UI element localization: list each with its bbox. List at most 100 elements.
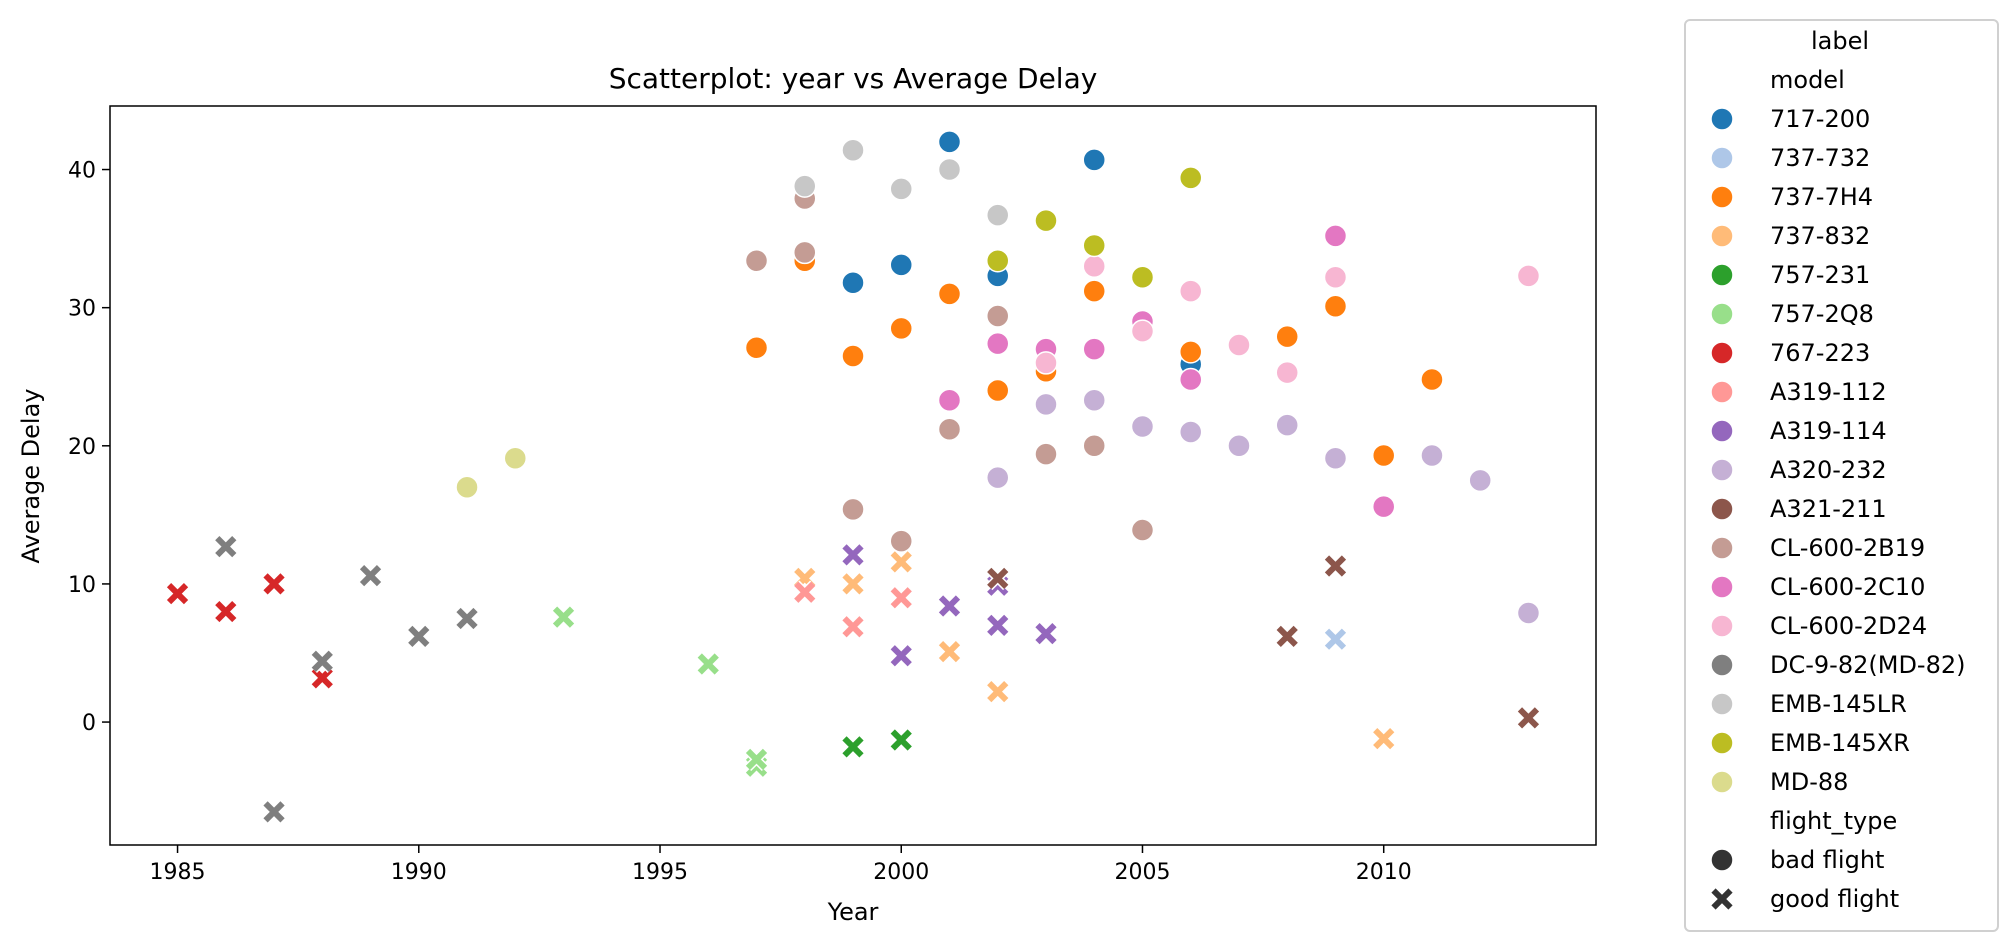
data-point-bad-flight bbox=[1130, 518, 1155, 542]
data-point-bad-flight bbox=[1082, 388, 1106, 412]
legend-style-marker bbox=[1710, 848, 1734, 872]
data-point-bad-flight bbox=[744, 248, 769, 273]
data-point-bad-flight bbox=[793, 240, 817, 265]
legend-label: 767-223 bbox=[1770, 339, 1870, 367]
y-axis-ticks: 0 10 20 30 40 bbox=[68, 159, 110, 736]
data-point-good-flight bbox=[214, 534, 238, 559]
x-tick-label: 2005 bbox=[1114, 860, 1170, 885]
legend-label: MD-88 bbox=[1770, 768, 1848, 796]
data-point-bad-flight bbox=[1130, 319, 1155, 343]
x-tick-label: 1995 bbox=[632, 860, 688, 885]
legend-label: 737-732 bbox=[1770, 144, 1870, 172]
data-point-bad-flight bbox=[1227, 333, 1251, 357]
legend-label: 737-832 bbox=[1770, 222, 1870, 250]
data-point-good-flight bbox=[1372, 726, 1396, 751]
data-point-bad-flight bbox=[1082, 434, 1106, 458]
legend-marker bbox=[1710, 731, 1734, 755]
data-point-bad-flight bbox=[1082, 254, 1106, 278]
data-point-bad-flight bbox=[1371, 494, 1396, 519]
data-point-good-flight bbox=[1275, 624, 1299, 649]
data-point-good-flight bbox=[889, 644, 913, 668]
legend-marker bbox=[1710, 419, 1734, 443]
data-point-good-flight bbox=[310, 649, 334, 673]
legend-label: EMB-145XR bbox=[1770, 729, 1910, 757]
data-point-bad-flight bbox=[1034, 351, 1058, 375]
legend-label: CL-600-2D24 bbox=[1770, 612, 1927, 640]
data-point-bad-flight bbox=[937, 388, 962, 412]
legend-label: A320-232 bbox=[1770, 456, 1887, 484]
legend-label: 737-7H4 bbox=[1770, 183, 1873, 211]
plot-frame bbox=[109, 105, 1597, 846]
data-point-good-flight bbox=[841, 615, 865, 639]
legend-marker bbox=[1710, 614, 1734, 638]
data-point-bad-flight bbox=[1323, 265, 1348, 290]
data-point-bad-flight bbox=[1420, 367, 1444, 392]
data-point-good-flight bbox=[841, 735, 865, 759]
y-axis-label: Average Delay bbox=[17, 388, 45, 563]
data-point-bad-flight bbox=[889, 253, 913, 277]
data-point-bad-flight bbox=[985, 248, 1010, 273]
data-point-bad-flight bbox=[744, 335, 769, 360]
legend-label: A321-211 bbox=[1770, 495, 1887, 523]
data-point-bad-flight bbox=[1130, 414, 1155, 439]
data-point-good-flight bbox=[1323, 627, 1348, 651]
chart-title: Scatterplot: year vs Average Delay bbox=[609, 62, 1098, 95]
data-point-bad-flight bbox=[1468, 468, 1492, 493]
legend-marker bbox=[1710, 146, 1734, 170]
data-point-bad-flight bbox=[1178, 420, 1203, 444]
legend-label: 757-2Q8 bbox=[1770, 300, 1874, 328]
data-point-bad-flight bbox=[503, 446, 528, 470]
y-tick-label: 30 bbox=[68, 297, 96, 322]
legend-marker bbox=[1710, 692, 1734, 716]
data-point-bad-flight bbox=[841, 138, 865, 162]
legend-marker bbox=[1710, 770, 1734, 794]
data-point-good-flight bbox=[1323, 554, 1348, 578]
data-point-bad-flight bbox=[841, 344, 865, 368]
legend-marker bbox=[1710, 458, 1734, 482]
legend-style-title: flight_type bbox=[1770, 807, 1897, 835]
legend-title: label bbox=[1811, 27, 1869, 55]
data-point-bad-flight bbox=[937, 417, 962, 441]
data-point-good-flight bbox=[696, 652, 720, 676]
legend-frame bbox=[1684, 19, 1999, 932]
data-point-bad-flight bbox=[937, 130, 962, 154]
data-point-good-flight bbox=[165, 581, 190, 606]
x-tick-label: 2000 bbox=[873, 860, 929, 885]
data-point-good-flight bbox=[841, 543, 865, 567]
data-point-good-flight bbox=[986, 566, 1010, 591]
data-point-bad-flight bbox=[841, 271, 865, 295]
data-point-bad-flight bbox=[889, 529, 913, 553]
y-tick-label: 20 bbox=[68, 435, 96, 460]
data-point-bad-flight bbox=[985, 331, 1010, 356]
data-point-bad-flight bbox=[1034, 392, 1058, 417]
data-point-good-flight bbox=[358, 563, 383, 588]
x-axis-label: Year bbox=[827, 898, 879, 926]
data-point-bad-flight bbox=[889, 177, 913, 201]
data-point-bad-flight bbox=[985, 465, 1010, 490]
data-point-bad-flight bbox=[793, 174, 817, 198]
data-point-bad-flight bbox=[1275, 360, 1299, 385]
data-point-bad-flight bbox=[985, 378, 1010, 403]
legend-marker bbox=[1710, 185, 1734, 209]
data-point-good-flight bbox=[262, 800, 286, 824]
data-point-bad-flight bbox=[1227, 434, 1251, 458]
legend-label: EMB-145LR bbox=[1770, 690, 1907, 718]
legend: label model 717-200 737-732 737-7H4 737-832 7… bbox=[1684, 19, 1999, 932]
data-point-good-flight bbox=[937, 594, 962, 618]
data-point-bad-flight bbox=[1275, 324, 1299, 349]
data-point-good-flight bbox=[937, 639, 962, 664]
x-tick-label: 2010 bbox=[1356, 860, 1412, 885]
data-point-good-flight bbox=[889, 728, 913, 752]
data-point-bad-flight bbox=[1323, 294, 1348, 319]
x-axis-ticks: 1985 1990 1995 2000 2005 2010 bbox=[150, 845, 1412, 885]
legend-style-marker bbox=[1710, 887, 1734, 911]
data-point-bad-flight bbox=[841, 497, 865, 522]
y-tick-label: 0 bbox=[82, 711, 96, 736]
data-point-good-flight bbox=[1516, 706, 1541, 730]
data-point-good-flight bbox=[793, 580, 817, 604]
legend-marker bbox=[1710, 497, 1734, 521]
data-point-good-flight bbox=[986, 679, 1010, 704]
data-point-good-flight bbox=[407, 624, 431, 649]
x-tick-label: 1990 bbox=[391, 860, 447, 885]
